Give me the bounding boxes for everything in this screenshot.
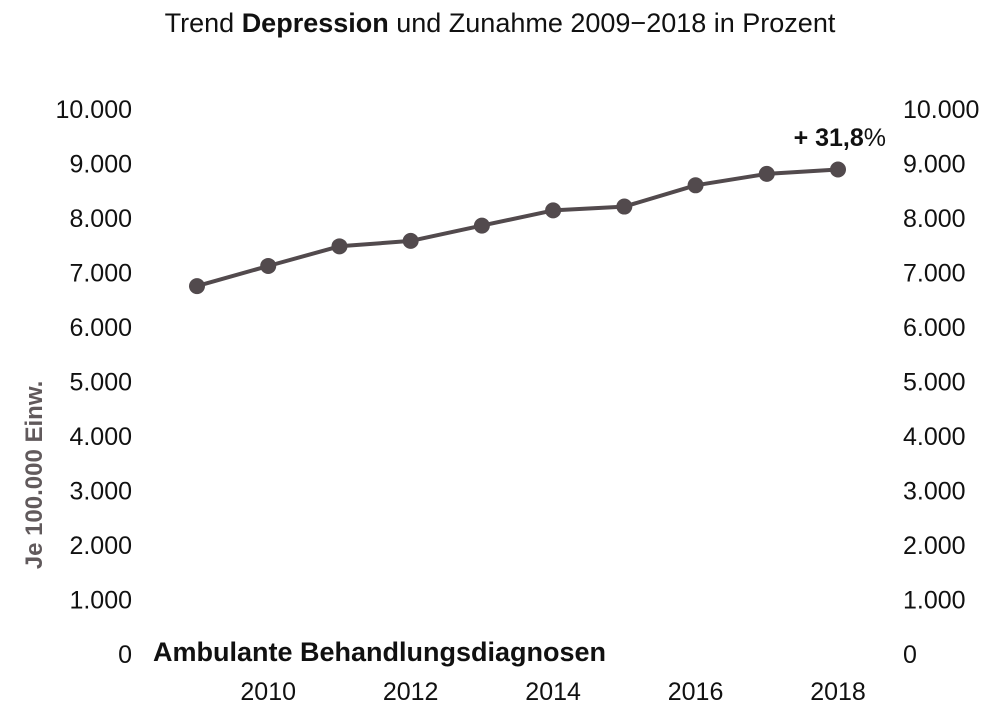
y-tick-right: 1.000 [903, 587, 966, 615]
x-tick: 2018 [810, 678, 866, 706]
y-tick-left: 10.000 [56, 96, 132, 124]
y-tick-right: 9.000 [903, 151, 966, 179]
chart-title-suffix: und Zunahme 2009−2018 in Prozent [388, 8, 836, 38]
data-point [687, 177, 704, 194]
y-tick-left: 5.000 [69, 369, 132, 397]
data-point [473, 217, 490, 234]
chart-title: Trend Depression und Zunahme 2009−2018 i… [0, 8, 1000, 39]
data-point [260, 257, 277, 274]
data-point [830, 161, 846, 178]
y-axis-label: Je 100.000 Einw. [21, 381, 48, 570]
y-tick-right: 3.000 [903, 478, 966, 506]
y-tick-right: 7.000 [903, 260, 966, 288]
y-tick-left: 7.000 [69, 260, 132, 288]
y-tick-left: 1.000 [69, 587, 132, 615]
y-tick-left: 4.000 [69, 423, 132, 451]
y-tick-left: 6.000 [69, 314, 132, 342]
y-tick-left: 3.000 [69, 478, 132, 506]
right-y-axis: 0 1.000 2.000 3.000 4.000 5.000 6.000 7.000 8.00… [903, 96, 979, 669]
y-tick-right: 6.000 [903, 314, 966, 342]
y-tick-left: 0 [118, 641, 132, 669]
y-tick-left: 8.000 [69, 205, 132, 233]
x-axis: 2010 2012 2014 2016 2018 [240, 678, 865, 706]
x-tick: 2016 [668, 678, 724, 706]
data-point [545, 202, 562, 219]
y-tick-left: 9.000 [69, 151, 132, 179]
data-point [189, 278, 205, 295]
increase-annotation: + 31,8% [794, 124, 886, 152]
data-point [331, 238, 348, 255]
increase-annotation-unit: % [864, 124, 886, 152]
y-tick-right: 4.000 [903, 423, 966, 451]
series-group [189, 161, 846, 295]
y-tick-right: 8.000 [903, 205, 966, 233]
data-point [758, 165, 775, 182]
y-tick-left: 2.000 [69, 532, 132, 560]
x-tick: 2010 [240, 678, 296, 706]
data-point [402, 232, 419, 249]
data-point [616, 198, 633, 215]
increase-annotation-value: + 31,8 [794, 124, 864, 152]
series-label: Ambulante Behandlungsdiagnosen [153, 637, 606, 667]
chart-title-bold: Depression [241, 8, 389, 38]
y-tick-right: 5.000 [903, 369, 966, 397]
series-line [196, 167, 839, 289]
y-tick-right: 0 [903, 641, 917, 669]
x-tick: 2012 [383, 678, 439, 706]
x-tick: 2014 [525, 678, 581, 706]
left-y-axis: 0 1.000 2.000 3.000 4.000 5.000 6.000 7.000 8.00… [56, 96, 132, 669]
chart-title-prefix: Trend [164, 8, 242, 38]
y-tick-right: 10.000 [903, 96, 979, 124]
y-tick-right: 2.000 [903, 532, 966, 560]
